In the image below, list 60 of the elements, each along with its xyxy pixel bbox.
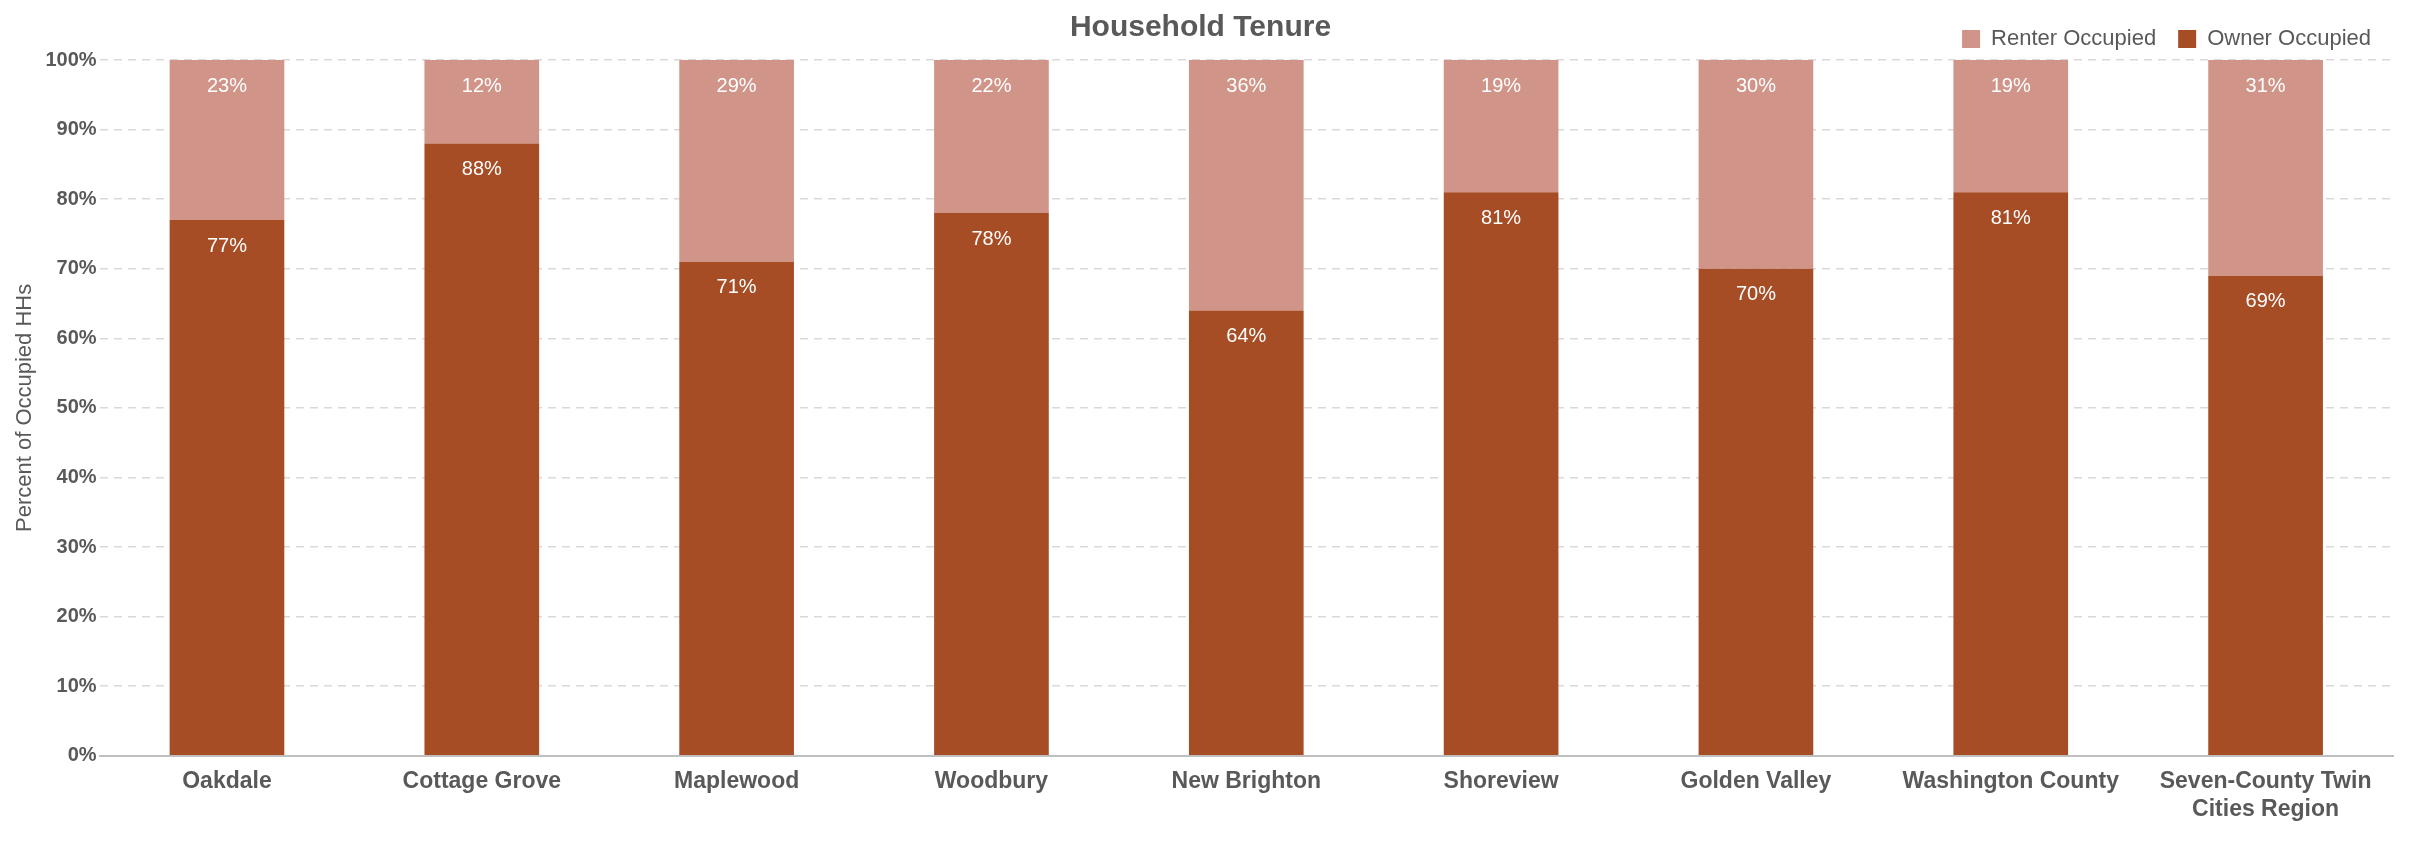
x-tick-label: Seven-County Twin Cities Region bbox=[2159, 766, 2372, 821]
bar bbox=[1188, 60, 1304, 311]
y-tick-label: 20% bbox=[56, 604, 97, 627]
legend-label: Renter Occupied bbox=[1991, 25, 2157, 51]
y-axis-title: Percent of Occupied HHs bbox=[11, 283, 37, 533]
x-tick-label: Woodbury bbox=[934, 766, 1049, 793]
y-tick-label: 90% bbox=[56, 117, 97, 140]
y-tick-label: 60% bbox=[56, 325, 97, 348]
y-tick-label: 10% bbox=[56, 673, 97, 696]
y-tick-label: 0% bbox=[67, 743, 97, 766]
data-label: 12% bbox=[461, 73, 503, 96]
y-tick-label: 100% bbox=[45, 47, 97, 70]
x-tick-label: Washington County bbox=[1902, 766, 2120, 793]
data-label: 64% bbox=[1226, 324, 1267, 346]
y-tick-label: 50% bbox=[56, 395, 97, 418]
x-tick-label: Oakdale bbox=[182, 766, 272, 793]
x-tick-label: New Brighton bbox=[1171, 766, 1322, 793]
data-label: 70% bbox=[1735, 282, 1777, 305]
data-label: 69% bbox=[2245, 289, 2286, 312]
x-tick-label: Maplewood bbox=[674, 766, 800, 793]
y-tick-label: 40% bbox=[56, 465, 97, 487]
bar bbox=[934, 60, 1049, 214]
bar bbox=[2208, 275, 2323, 756]
chart-title: Household Tenure bbox=[1069, 9, 1332, 43]
bar bbox=[1698, 60, 1814, 269]
legend-label: Owner Occupied bbox=[2207, 25, 2372, 51]
data-label: 23% bbox=[206, 73, 248, 96]
bar bbox=[2208, 60, 2323, 276]
data-label: 22% bbox=[971, 73, 1012, 96]
data-label: 77% bbox=[206, 233, 248, 256]
bar bbox=[934, 213, 1049, 756]
bar bbox=[1698, 268, 1814, 756]
data-label: 19% bbox=[1481, 73, 1522, 96]
y-tick-label: 80% bbox=[56, 186, 97, 209]
data-label: 19% bbox=[1990, 73, 2031, 96]
bar bbox=[169, 60, 285, 221]
bar bbox=[1443, 60, 1559, 193]
data-label: 78% bbox=[971, 226, 1012, 249]
bar bbox=[1443, 192, 1559, 756]
data-label: 81% bbox=[1481, 205, 1522, 228]
bar bbox=[679, 60, 794, 262]
data-label: 31% bbox=[2245, 73, 2286, 96]
bar bbox=[424, 60, 540, 144]
bar bbox=[1953, 60, 2069, 193]
data-label: 36% bbox=[1226, 73, 1267, 96]
bar bbox=[1188, 310, 1304, 756]
data-label: 30% bbox=[1735, 73, 1777, 96]
data-label: 71% bbox=[716, 275, 757, 298]
bar bbox=[424, 143, 540, 756]
y-tick-label: 70% bbox=[56, 256, 97, 279]
bar bbox=[679, 261, 794, 756]
data-label: 81% bbox=[1990, 205, 2031, 228]
x-tick-label: Golden Valley bbox=[1680, 766, 1832, 793]
y-tick-label: 30% bbox=[56, 534, 97, 557]
data-label: 88% bbox=[461, 157, 503, 180]
bar bbox=[169, 220, 285, 756]
bar bbox=[1953, 192, 2069, 756]
data-label: 29% bbox=[716, 73, 757, 96]
x-tick-label: Shoreview bbox=[1443, 766, 1559, 793]
x-tick-label: Cottage Grove bbox=[402, 766, 562, 793]
